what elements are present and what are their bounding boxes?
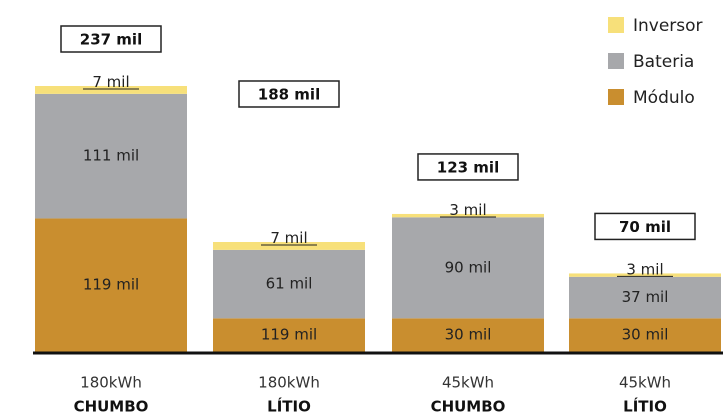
data-label-bateria-1: 61 mil [266,275,313,293]
legend-label-bateria: Bateria [633,52,694,72]
bar-segment-bateria-0 [35,93,187,219]
data-label-módulo-1: 119 mil [261,326,317,344]
bar-segment-bateria-1 [213,249,365,319]
legend-swatch-inversor [608,17,624,33]
data-label-inversor-2: 3 mil [449,201,486,219]
bar-segment-inversor-0 [35,86,187,94]
total-box-3 [594,212,696,241]
total-box-1 [238,80,340,108]
category-label-1: 180kWh [258,374,320,392]
category-label-2: 45kWh [442,374,494,392]
total-label-3: 70 mil [619,218,671,236]
bar-segment-inversor-2 [392,213,544,218]
data-label-módulo-2: 30 mil [445,326,492,344]
bar-segment-módulo-2 [392,318,544,352]
total-box-0 [60,25,162,53]
legend-swatch-módulo [608,89,624,105]
data-label-bateria-2: 90 mil [445,258,492,276]
total-label-0: 237 mil [80,31,142,49]
bar-segment-inversor-3 [569,273,721,277]
category-sublabel-1: LÍTIO [267,397,311,416]
data-label-inversor-1: 7 mil [270,229,307,247]
bar-segment-módulo-3 [569,318,721,352]
total-label-1: 188 mil [258,85,320,103]
data-label-módulo-0: 119 mil [83,276,139,294]
bar-segment-módulo-1 [213,318,365,352]
category-sublabel-0: CHUMBO [74,398,149,416]
bar-segment-inversor-1 [213,242,365,250]
data-label-módulo-3: 30 mil [622,326,669,344]
data-label-inversor-0: 7 mil [92,73,129,91]
bar-segment-módulo-0 [35,218,187,352]
category-sublabel-2: CHUMBO [431,398,506,416]
legend-label-inversor: Inversor [633,16,703,36]
bar-segment-bateria-3 [569,276,721,319]
legend-label-módulo: Módulo [633,88,695,108]
total-box-2 [417,153,519,181]
category-label-0: 180kWh [80,374,142,392]
data-label-bateria-0: 111 mil [83,147,139,165]
data-label-bateria-3: 37 mil [622,288,669,306]
category-sublabel-3: LÍTIO [623,397,667,416]
category-label-3: 45kWh [619,374,671,392]
total-label-2: 123 mil [437,158,499,176]
legend-swatch-bateria [608,53,624,69]
bar-segment-bateria-2 [392,217,544,319]
data-label-inversor-3: 3 mil [626,260,663,278]
